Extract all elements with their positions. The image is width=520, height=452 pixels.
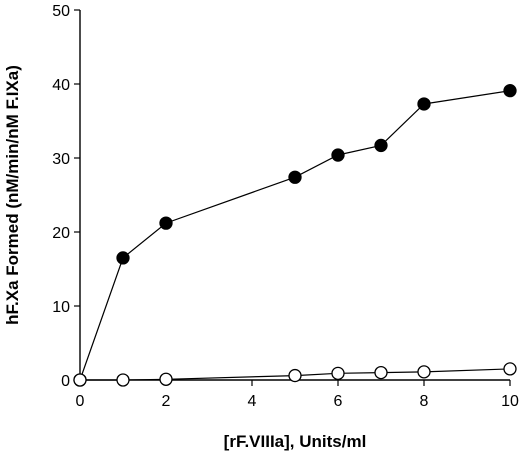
series-2-point bbox=[374, 365, 388, 380]
series-2-point bbox=[503, 362, 517, 376]
y-tick-label: 0 bbox=[61, 373, 70, 390]
y-tick-label: 40 bbox=[52, 77, 70, 94]
series-2-point bbox=[73, 373, 87, 387]
x-tick-label: 4 bbox=[248, 393, 257, 410]
x-tick-label: 10 bbox=[501, 393, 519, 410]
series-1-point bbox=[374, 138, 388, 153]
series-2-point bbox=[331, 366, 345, 380]
y-tick-label: 20 bbox=[52, 225, 70, 242]
y-axis-title: hF.Xa Formed (nM/min/nM F.IXa) bbox=[3, 65, 22, 325]
x-tick-label: 2 bbox=[162, 393, 171, 410]
series-2-point bbox=[159, 372, 173, 386]
series-1-point bbox=[116, 251, 130, 265]
series-1-point bbox=[331, 148, 345, 162]
series-1-point bbox=[288, 170, 302, 184]
series-2-point bbox=[417, 365, 431, 379]
ticks: 0 10 20 30 40 50 0 2 4 6 8 10 bbox=[52, 3, 519, 410]
series bbox=[73, 84, 517, 387]
axes bbox=[79, 10, 510, 381]
series-2-point bbox=[288, 368, 302, 383]
x-tick-label: 6 bbox=[334, 393, 343, 410]
series-2-point bbox=[116, 373, 130, 387]
series-1-point bbox=[503, 84, 517, 98]
y-tick-label: 30 bbox=[52, 151, 70, 168]
series-1-point bbox=[417, 97, 431, 111]
x-tick-label: 8 bbox=[420, 393, 429, 410]
y-tick-label: 50 bbox=[52, 3, 70, 20]
series-2-line bbox=[80, 368, 511, 381]
x-tick-label: 0 bbox=[76, 393, 85, 410]
y-tick-label: 10 bbox=[52, 299, 70, 316]
series-1-point bbox=[159, 216, 173, 230]
x-axis-title: [rF.VIIIa], Units/ml bbox=[224, 432, 367, 451]
series-1-line bbox=[79, 90, 511, 381]
